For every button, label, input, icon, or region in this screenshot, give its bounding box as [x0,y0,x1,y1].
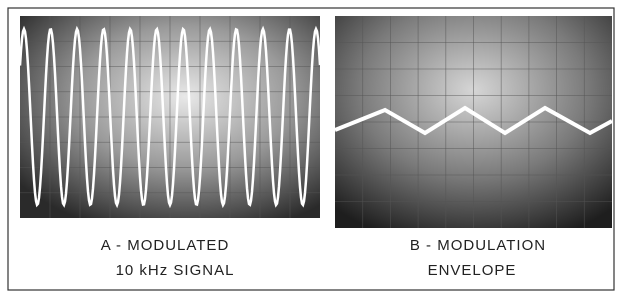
caption-line: 10 kHz SIGNAL [116,262,235,279]
scope-photo-a [20,16,320,218]
scope-photo-b [335,16,612,228]
figure: A - MODULATED 10 kHz SIGNAL B - MODULATI… [0,0,622,297]
caption-line: ENVELOPE [428,262,517,279]
caption-line: B - MODULATION [410,237,546,254]
page: A - MODULATED 10 kHz SIGNAL B - MODULATI… [0,0,622,297]
caption-line: A - MODULATED [101,237,230,254]
